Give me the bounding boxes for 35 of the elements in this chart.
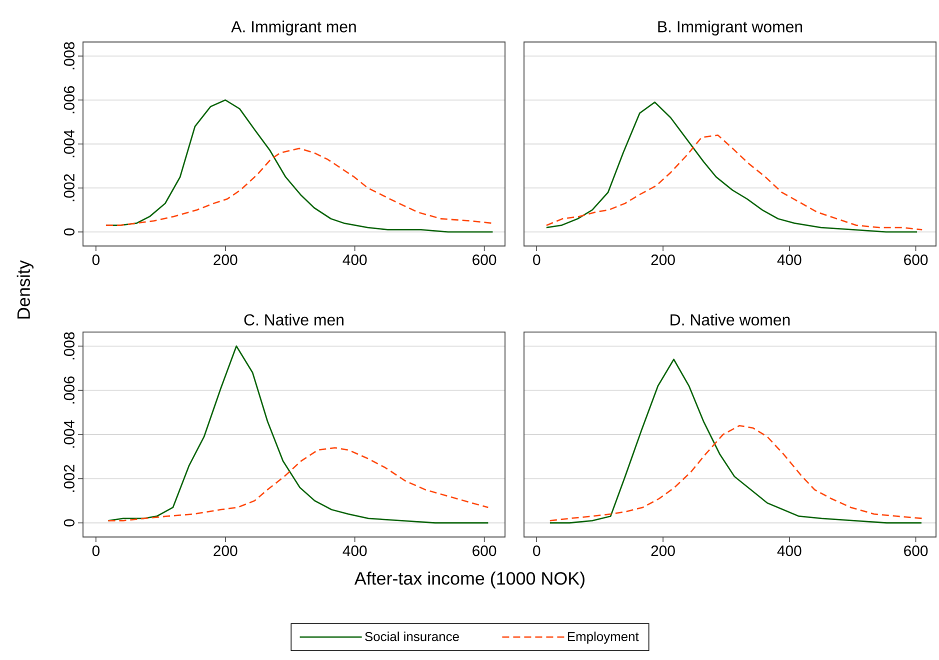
- legend-label: Employment: [568, 632, 639, 644]
- x-axis-title: After-tax income (1000 NOK): [354, 572, 584, 588]
- y-tick-label: .002: [64, 464, 74, 492]
- x-tick-label: 200: [651, 546, 675, 556]
- x-tick-label: 0: [92, 546, 100, 556]
- y-tick-label: .006: [64, 86, 74, 114]
- x-tick-label: 0: [533, 254, 540, 266]
- x-tick-label: 400: [342, 254, 367, 266]
- x-tick-label: 600: [904, 546, 928, 556]
- y-tick-label: .006: [64, 376, 74, 404]
- y-tick-label: 0: [64, 519, 74, 526]
- y-tick-label: .008: [64, 42, 74, 70]
- chart-title: A. Immigrant men: [231, 20, 356, 36]
- x-tick-label: 600: [472, 254, 496, 266]
- chart-title: D. Native women: [670, 314, 790, 326]
- y-tick-label: .004: [64, 130, 74, 158]
- chart-title: B. Immigrant women: [658, 20, 802, 36]
- legend-label: Social insurance: [365, 632, 459, 642]
- x-tick-label: 200: [214, 254, 238, 266]
- x-tick-label: 400: [777, 546, 802, 556]
- y-tick-label: .002: [64, 174, 74, 202]
- x-tick-label: 0: [92, 254, 100, 266]
- line-series: [108, 447, 489, 522]
- x-tick-label: 400: [777, 254, 802, 266]
- x-tick-label: 200: [651, 254, 675, 266]
- x-tick-label: 400: [342, 546, 367, 556]
- y-tick-label: .008: [64, 332, 74, 360]
- y-tick-label: .004: [64, 420, 74, 448]
- x-tick-label: 0: [533, 546, 540, 556]
- x-tick-label: 600: [904, 254, 928, 266]
- x-tick-label: 200: [214, 546, 238, 556]
- chart-title: C. Native men: [244, 314, 344, 326]
- y-tick-label: 0: [64, 228, 74, 236]
- x-tick-label: 600: [472, 546, 496, 556]
- y-axis-title: Density: [16, 260, 34, 319]
